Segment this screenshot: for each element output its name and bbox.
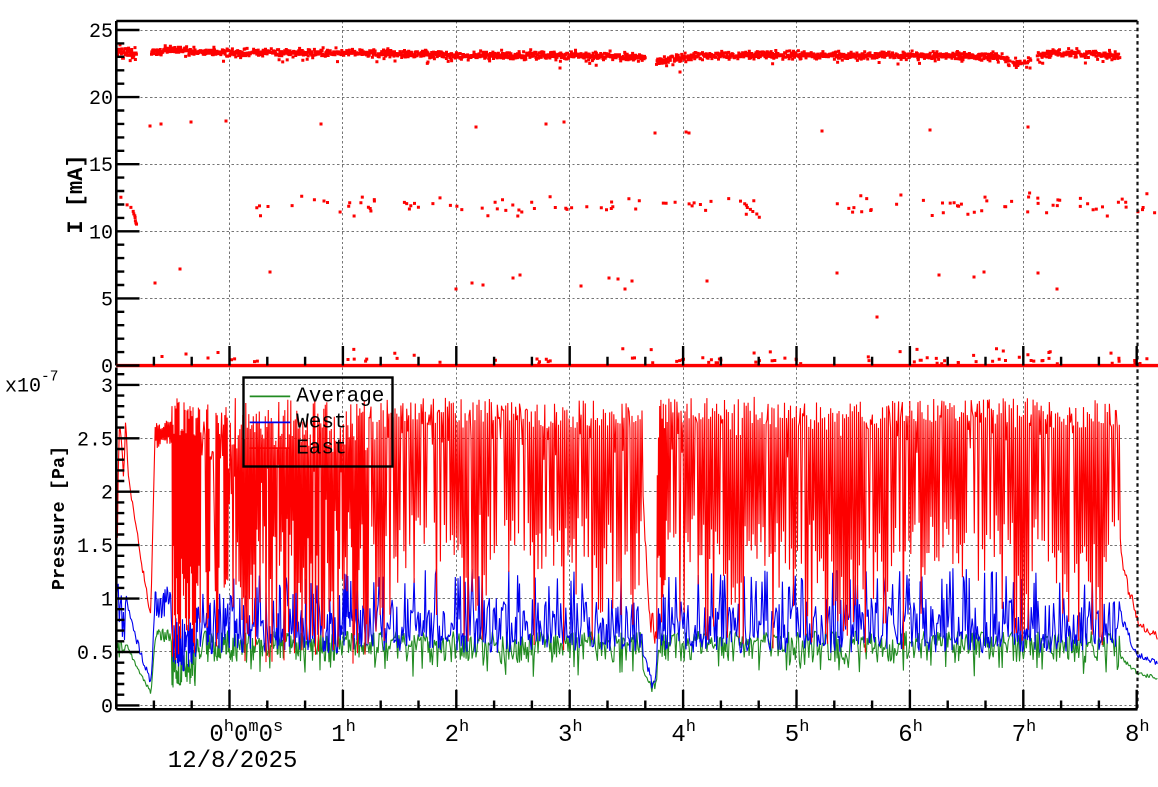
svg-text:3: 3 xyxy=(101,376,113,399)
svg-text:West: West xyxy=(296,412,346,435)
svg-text:1: 1 xyxy=(101,590,113,613)
svg-text:15: 15 xyxy=(89,155,113,178)
svg-text:0: 0 xyxy=(101,696,113,719)
svg-text:1.5: 1.5 xyxy=(77,536,113,559)
svg-text:2.5: 2.5 xyxy=(77,429,113,452)
svg-text:0.5: 0.5 xyxy=(77,643,113,666)
svg-text:I [mA]: I [mA] xyxy=(64,154,89,233)
svg-text:Average: Average xyxy=(296,386,384,409)
svg-text:20: 20 xyxy=(89,88,113,111)
svg-text:2: 2 xyxy=(101,483,113,506)
svg-text:12/8/2025: 12/8/2025 xyxy=(168,748,298,775)
svg-text:25: 25 xyxy=(89,21,113,44)
svg-text:East: East xyxy=(296,438,346,461)
svg-text:0: 0 xyxy=(101,357,113,380)
svg-text:10: 10 xyxy=(89,222,113,245)
svg-text:0h0m0s: 0h0m0s xyxy=(209,718,283,749)
svg-text:5: 5 xyxy=(101,289,113,312)
svg-text:Pressure [Pa]: Pressure [Pa] xyxy=(49,446,70,590)
